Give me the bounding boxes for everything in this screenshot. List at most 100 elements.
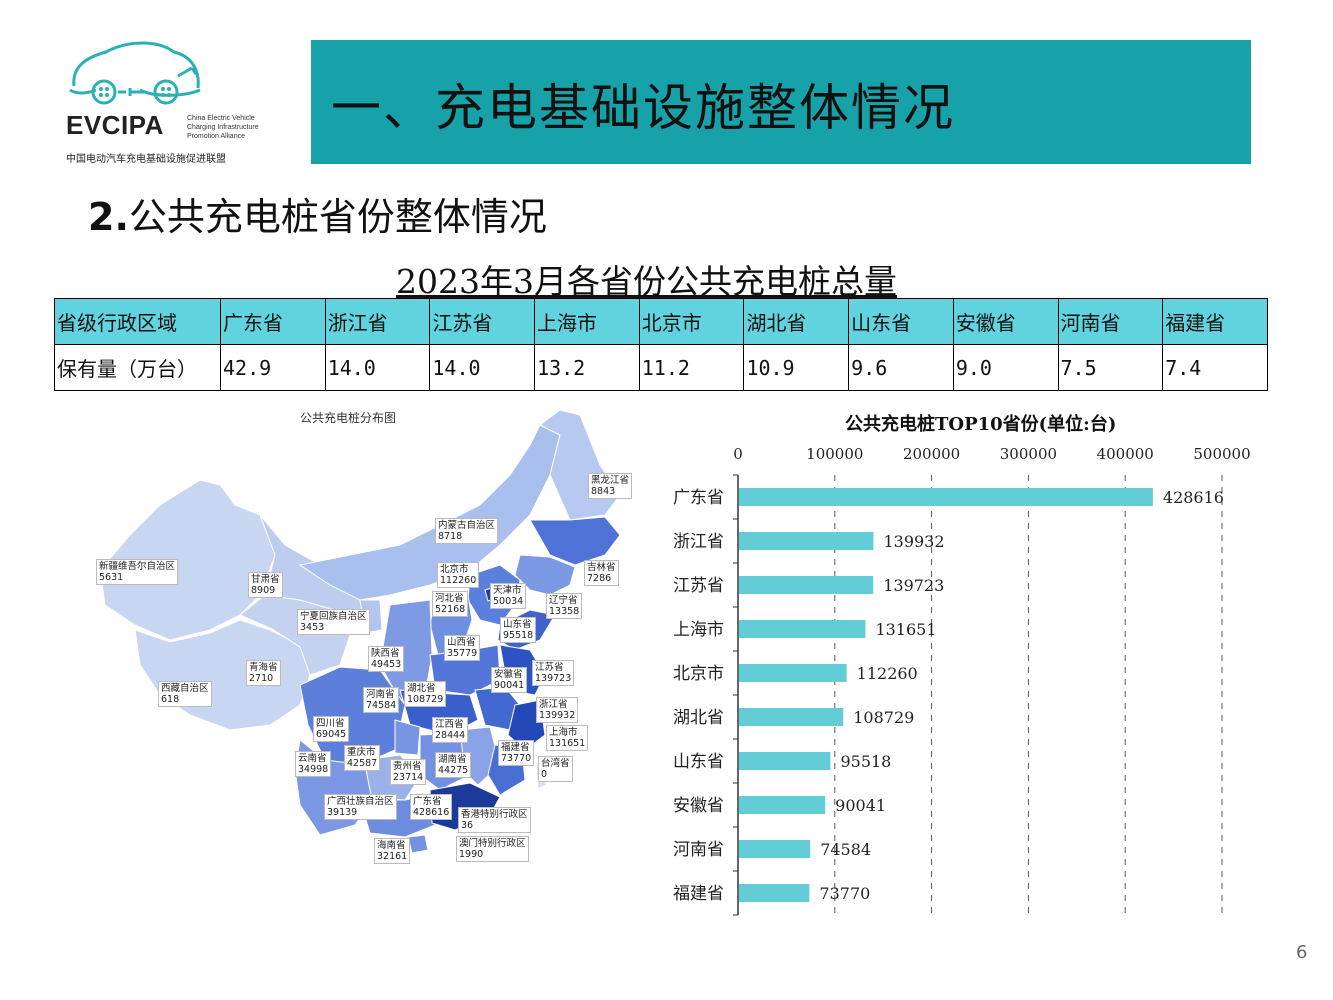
data-label: 90041 [835, 796, 886, 815]
map-label: 福建省 73770 [498, 740, 535, 766]
map-label: 北京市 112260 [437, 562, 480, 588]
province-cell: 湖北省 [743, 298, 850, 345]
map-label: 陕西省 49453 [368, 646, 405, 672]
region-heilongjiang [539, 409, 621, 521]
map-label: 吉林省 7286 [584, 560, 619, 586]
province-cell: 福建省 [1162, 298, 1268, 345]
bar [739, 708, 844, 726]
x-tick-label: 100000 [806, 445, 863, 463]
bar [739, 620, 866, 638]
map-label: 广东省 428616 [410, 794, 453, 820]
map-label: 黑龙江省 8843 [588, 473, 633, 499]
map-label: 重庆市 42587 [344, 745, 381, 771]
category-label: 上海市 [673, 620, 724, 640]
data-label: 95518 [840, 752, 891, 771]
value-cell: 9.0 [952, 344, 1059, 391]
map-label: 天津市 50034 [490, 583, 527, 609]
bar-chart-title: 公共充电桩TOP10省份(单位:台) [845, 414, 1117, 435]
map-label: 河北省 52168 [432, 591, 469, 617]
bar [739, 796, 826, 814]
table-title: 2023年3月各省份公共充电桩总量 [396, 262, 897, 301]
evcipa-logo: EVCIPA China Electric Vehicle Charging I… [62, 38, 282, 168]
row-header-region: 省级行政区域 [54, 298, 221, 345]
province-cell: 山东省 [848, 298, 954, 345]
header-banner: 一、充电基础设施整体情况 [311, 40, 1251, 164]
value-cell: 7.4 [1162, 344, 1268, 391]
logo-name-cn: 中国电动汽车充电基础设施促进联盟 [66, 154, 226, 165]
map-label: 山东省 95518 [500, 617, 537, 643]
value-cell: 13.2 [534, 344, 640, 391]
map-label: 安徽省 90041 [491, 667, 528, 693]
map-label: 河南省 74584 [363, 687, 400, 713]
map-label: 青海省 2710 [246, 660, 281, 686]
logo-brand: EVCIPA [66, 110, 164, 140]
page-number: 6 [1296, 942, 1308, 963]
region-hainan [407, 834, 429, 854]
data-label: 428616 [1163, 488, 1224, 507]
province-cell: 上海市 [534, 298, 640, 345]
map-label: 新疆维吾尔自治区 5631 [96, 559, 179, 585]
map-label: 江苏省 139723 [532, 660, 575, 686]
value-cell: 14.0 [324, 344, 431, 391]
map-label: 浙江省 139932 [536, 697, 579, 723]
map-label: 四川省 69045 [313, 716, 350, 742]
province-table: 省级行政区域 广东省 浙江省 江苏省 上海市 北京市 湖北省 山东省 安徽省 河… [54, 298, 1268, 391]
bar [739, 532, 874, 550]
region-chongqing [394, 719, 421, 756]
category-label: 湖北省 [673, 708, 724, 728]
region-jilin [529, 516, 621, 566]
category-label: 北京市 [673, 664, 724, 684]
category-label: 河南省 [673, 840, 724, 860]
category-label: 江苏省 [673, 576, 724, 596]
x-tick-label: 400000 [1097, 445, 1154, 463]
ev-car-logo-icon [69, 41, 201, 105]
map-label: 甘肃省 8909 [248, 572, 283, 598]
map-label: 上海市 131651 [546, 725, 589, 751]
map-label: 台湾省 0 [538, 756, 573, 782]
bar-chart: 0 100000 200000 300000 400000 500000 广东省 428616… [673, 445, 1251, 916]
map-label: 江西省 28444 [432, 717, 469, 743]
bar [739, 664, 847, 682]
province-cell: 安徽省 [952, 298, 1059, 345]
bar [739, 576, 874, 594]
province-cell: 浙江省 [324, 298, 431, 345]
value-cell: 9.6 [848, 344, 954, 391]
map-label: 海南省 32161 [374, 838, 411, 864]
map-label: 西藏自治区 618 [158, 681, 212, 707]
category-label: 山东省 [673, 752, 724, 772]
data-label: 131651 [875, 620, 936, 639]
province-cell: 广东省 [220, 298, 326, 345]
map-label: 贵州省 23714 [390, 759, 427, 785]
province-cell: 北京市 [638, 298, 745, 345]
map-label: 辽宁省 13358 [546, 593, 583, 619]
map-label: 湖南省 44275 [435, 752, 472, 778]
bar [739, 752, 831, 770]
category-label: 浙江省 [673, 532, 724, 552]
value-cell: 14.0 [429, 344, 536, 391]
data-label: 139932 [883, 532, 944, 551]
category-label: 安徽省 [673, 796, 724, 816]
value-cell: 10.9 [743, 344, 850, 391]
map-label: 湖北省 108729 [404, 681, 447, 707]
map-label: 澳门特别行政区 1990 [456, 836, 529, 862]
map-label: 宁夏回族自治区 3453 [297, 609, 370, 635]
data-label: 112260 [857, 664, 918, 683]
map-label: 云南省 34998 [295, 751, 332, 777]
table-header-row: 省级行政区域 广东省 浙江省 江苏省 上海市 北京市 湖北省 山东省 安徽省 河… [54, 298, 1268, 345]
table-row: 保有量（万台） 42.9 14.0 14.0 13.2 11.2 10.9 9.… [54, 344, 1268, 391]
value-cell: 11.2 [638, 344, 745, 391]
section-title: 2.公共充电桩省份整体情况 [88, 195, 547, 239]
province-cell: 河南省 [1057, 298, 1164, 345]
map-label: 香港特别行政区 36 [458, 807, 531, 833]
x-tick-label: 500000 [1193, 445, 1250, 463]
data-label: 139723 [883, 576, 944, 595]
category-label: 福建省 [673, 884, 724, 904]
data-label: 73770 [819, 884, 870, 903]
value-cell: 7.5 [1057, 344, 1164, 391]
data-label: 108729 [853, 708, 914, 727]
map-label: 山西省 35779 [444, 635, 481, 661]
bar [739, 840, 811, 858]
bar [739, 884, 810, 902]
bar [739, 488, 1153, 506]
china-map: 黑龙江省 8843 内蒙古自治区 8718 吉林省 7286 新疆维吾尔自治区 5631… [60, 405, 660, 895]
